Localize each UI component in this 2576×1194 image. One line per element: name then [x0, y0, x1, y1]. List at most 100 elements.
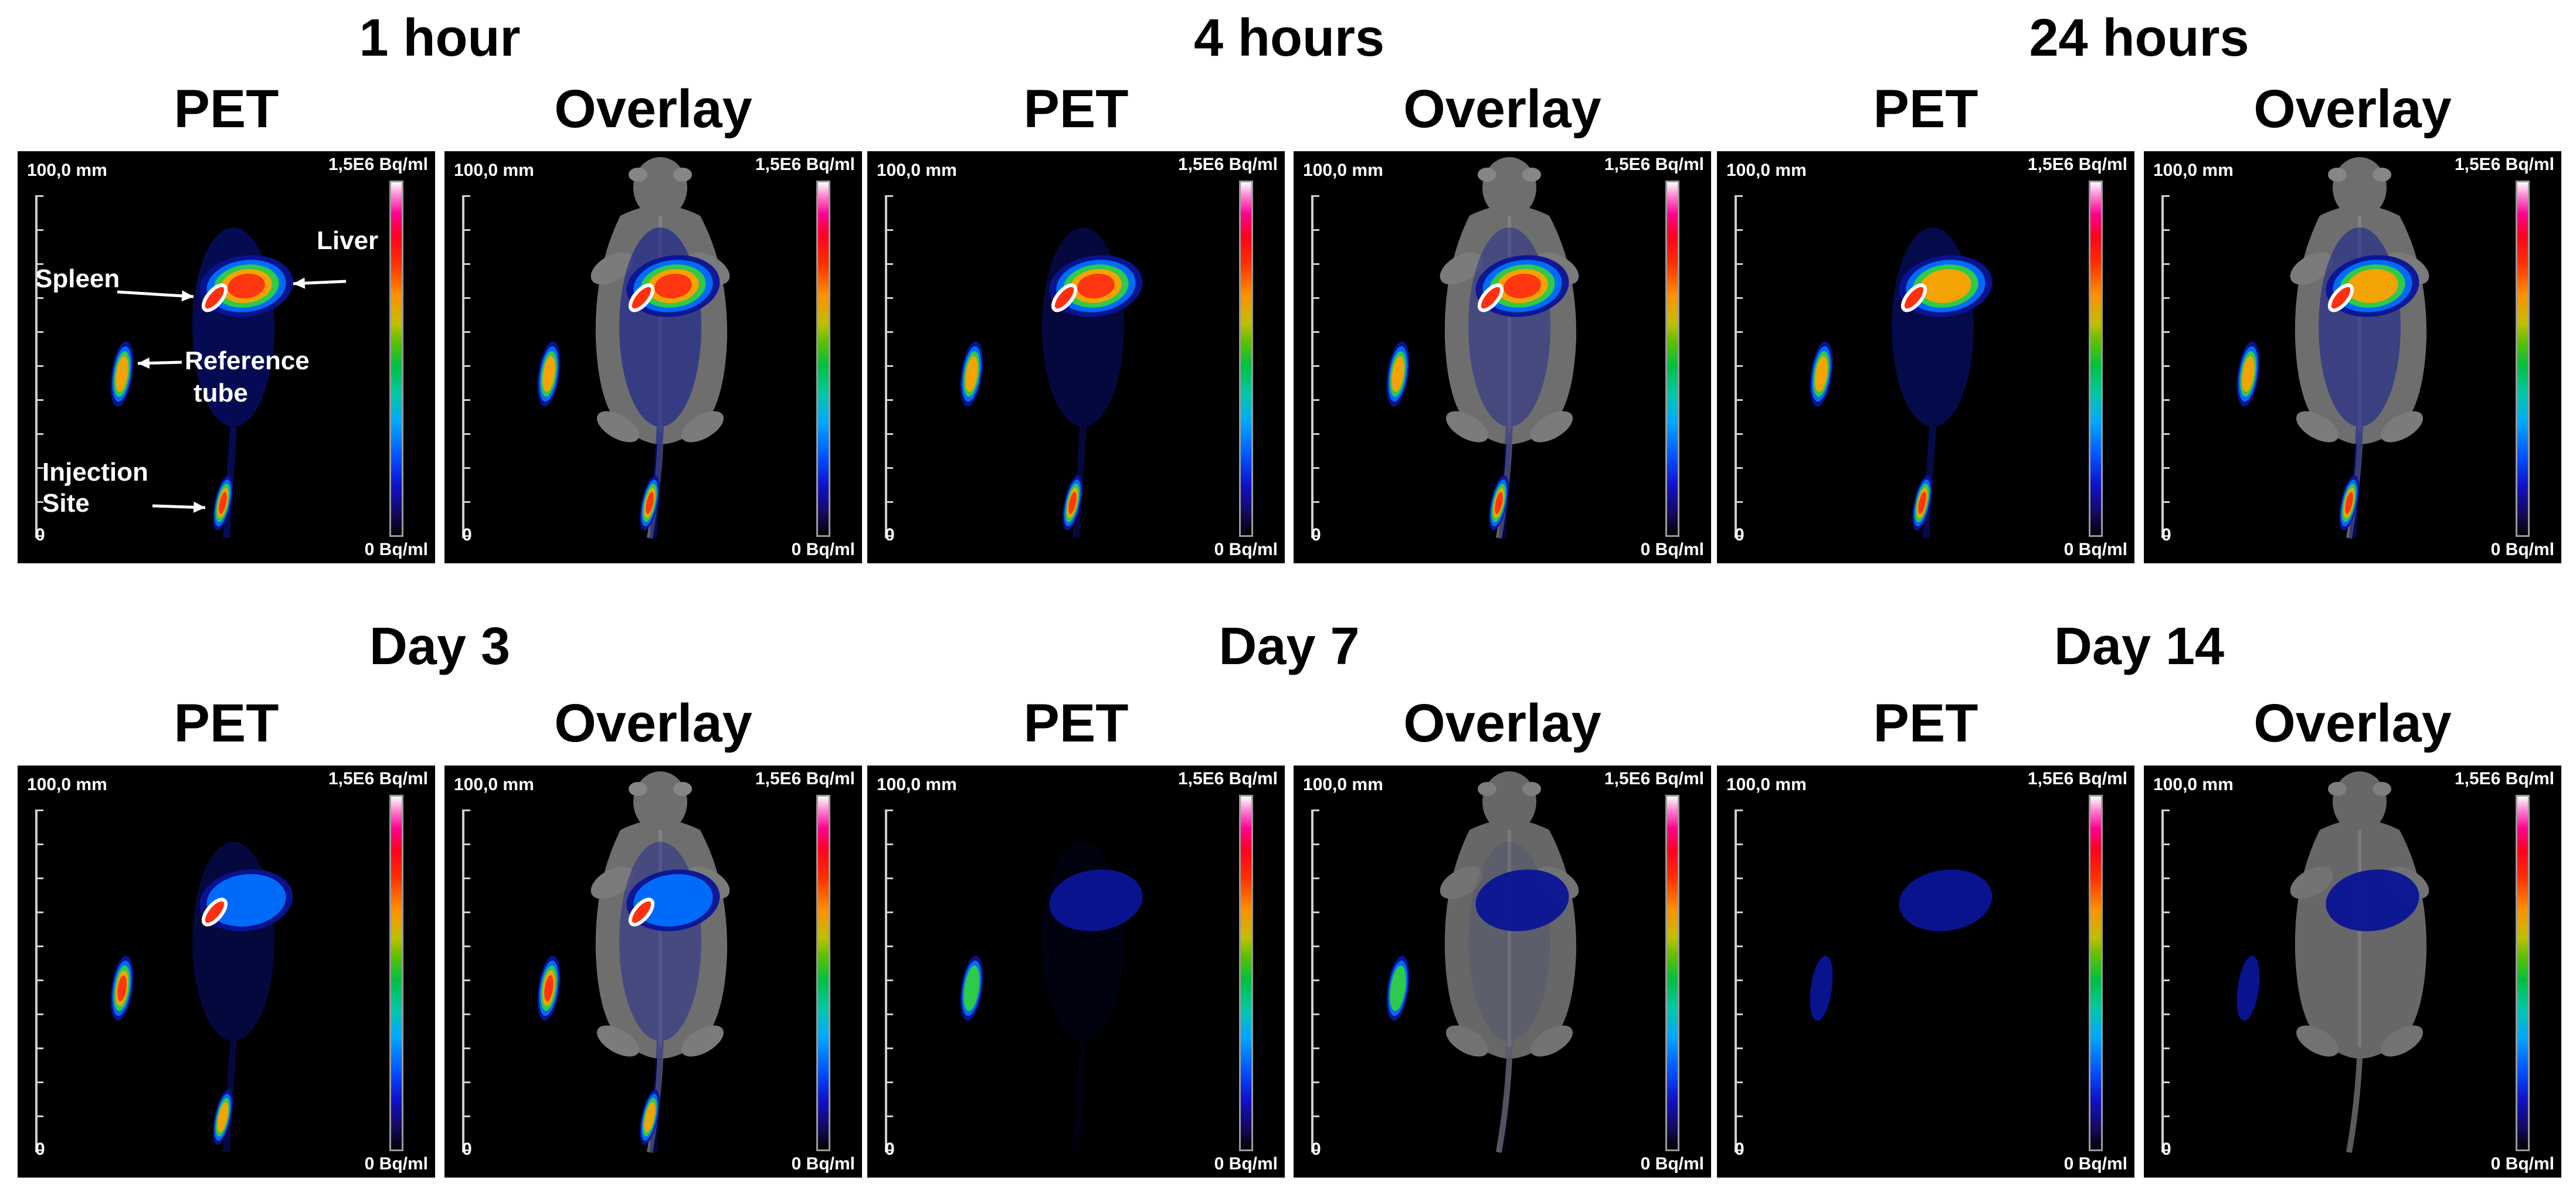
ruler-tick: [887, 535, 893, 537]
ruler-tick: [1737, 1149, 1743, 1151]
reference-tube-uptake: [960, 955, 983, 1021]
ruler-tick: [464, 843, 470, 845]
ruler-tick: [1314, 1115, 1319, 1117]
injection-site-annotation-line2: Site: [42, 489, 90, 518]
reference-tube-arrow: [137, 357, 182, 369]
reference-tube-uptake: [110, 341, 134, 407]
injection-site-annotation: Injection: [42, 458, 148, 487]
ruler-tick: [38, 843, 43, 845]
ruler-tick: [2164, 365, 2170, 367]
pet-scan-image: [960, 227, 1143, 539]
pet-modality-title: PET: [1873, 79, 1978, 139]
ruler-tick: [887, 467, 893, 469]
ruler-tick: [1737, 195, 1743, 197]
scale-ruler: [1311, 809, 1319, 1152]
ruler-tick: [1737, 399, 1743, 401]
injection-site-uptake: [2339, 475, 2359, 531]
colorbar-min-label: 0 Bq/ml: [2063, 1154, 2127, 1173]
ruler-tick: [887, 263, 893, 265]
overlay-modality-title: Overlay: [2253, 79, 2452, 139]
ruler-tick: [38, 1047, 43, 1049]
ruler-tick: [464, 229, 470, 231]
length-scale-label: 100,0 mm: [1303, 775, 1383, 794]
ruler-tick: [464, 467, 470, 469]
ruler-tick: [38, 979, 43, 981]
ruler-tick: [2164, 433, 2170, 435]
ruler-tick: [1314, 535, 1319, 537]
ruler-tick: [1314, 263, 1319, 265]
origin-label: 0: [35, 525, 45, 545]
ruler-tick: [464, 501, 470, 503]
ruler-tick: [887, 331, 893, 333]
length-scale-label: 100,0 mm: [27, 161, 107, 180]
ruler-tick: [1314, 979, 1319, 981]
overlay-image-panel: 100,0 mm 0 1,5E6 Bq/ml 0 Bq/ml: [1294, 766, 1711, 1178]
activity-colorbar: [2089, 795, 2103, 1151]
scale-ruler: [1735, 809, 1743, 1152]
ruler-tick: [887, 945, 893, 947]
overlay-modality-title: Overlay: [2253, 693, 2452, 753]
ruler-tick: [1737, 535, 1743, 537]
length-scale-label: 100,0 mm: [2153, 161, 2234, 180]
colorbar-max-label: 1,5E6 Bq/ml: [328, 769, 428, 788]
timepoint-title: Day 3: [369, 617, 511, 676]
pet-modality-title: PET: [1023, 79, 1129, 139]
ruler-tick: [2164, 297, 2170, 299]
overlay-scan-image: [537, 157, 730, 539]
overlay-image-panel: 100,0 mm 0 1,5E6 Bq/ml 0 Bq/ml: [444, 766, 862, 1178]
ruler-tick: [464, 1081, 470, 1083]
ruler-tick: [2164, 979, 2170, 981]
colorbar-min-label: 0 Bq/ml: [1214, 540, 1278, 559]
ruler-tick: [887, 1013, 893, 1015]
activity-colorbar: [816, 795, 830, 1151]
colorbar-max-label: 1,5E6 Bq/ml: [1177, 155, 1278, 174]
colorbar-max-label: 1,5E6 Bq/ml: [1604, 155, 1704, 174]
scale-ruler: [35, 809, 43, 1152]
ruler-tick: [38, 467, 43, 469]
ruler-tick: [1314, 229, 1319, 231]
pet-modality-title: PET: [1873, 693, 1978, 753]
ruler-tick: [464, 945, 470, 947]
ruler-tick: [1314, 1047, 1319, 1049]
colorbar-max-label: 1,5E6 Bq/ml: [2454, 769, 2554, 788]
reference-tube-annotation-line2: tube: [194, 379, 248, 407]
timepoint-title: 24 hours: [2029, 9, 2249, 67]
origin-label: 0: [462, 1139, 472, 1159]
overlay-modality-title: Overlay: [1403, 79, 1601, 139]
liver-uptake: [1899, 255, 1993, 317]
colorbar-min-label: 0 Bq/ml: [1640, 1154, 1704, 1173]
ruler-tick: [2164, 1149, 2170, 1151]
spleen-roi: [1051, 283, 1078, 312]
spleen-roi: [628, 897, 655, 927]
reference-tube-uptake: [537, 341, 561, 407]
ruler-tick: [2164, 877, 2170, 879]
ruler-tick: [1737, 263, 1743, 265]
ruler-tick: [2164, 535, 2170, 537]
ruler-tick: [2164, 263, 2170, 265]
ruler-tick: [38, 365, 43, 367]
liver-uptake: [199, 869, 293, 931]
ruler-tick: [464, 297, 470, 299]
overlay-scan-image: [1386, 157, 1579, 539]
ruler-tick: [38, 331, 43, 333]
overlay-image-panel: 100,0 mm 0 1,5E6 Bq/ml 0 Bq/ml: [2144, 151, 2561, 563]
ruler-tick: [2164, 1115, 2170, 1117]
ruler-tick: [464, 263, 470, 265]
pet-scan-image: [110, 227, 293, 539]
ruler-tick: [1314, 501, 1319, 503]
colorbar-min-label: 0 Bq/ml: [1640, 540, 1704, 559]
liver-uptake: [2326, 869, 2419, 931]
liver-uptake: [1049, 869, 1143, 931]
ruler-tick: [887, 1115, 893, 1117]
ruler-tick: [1737, 229, 1743, 231]
reference-tube-uptake: [2236, 341, 2260, 407]
length-scale-label: 100,0 mm: [454, 161, 534, 180]
ruler-tick: [464, 1013, 470, 1015]
spleen-roi: [628, 283, 655, 312]
colorbar-max-label: 1,5E6 Bq/ml: [2027, 769, 2127, 788]
injection-site-uptake: [1912, 475, 1932, 531]
reference-tube-uptake: [2236, 955, 2260, 1021]
ruler-tick: [464, 365, 470, 367]
ruler-tick: [38, 1013, 43, 1015]
colorbar-min-label: 0 Bq/ml: [1214, 1154, 1278, 1173]
